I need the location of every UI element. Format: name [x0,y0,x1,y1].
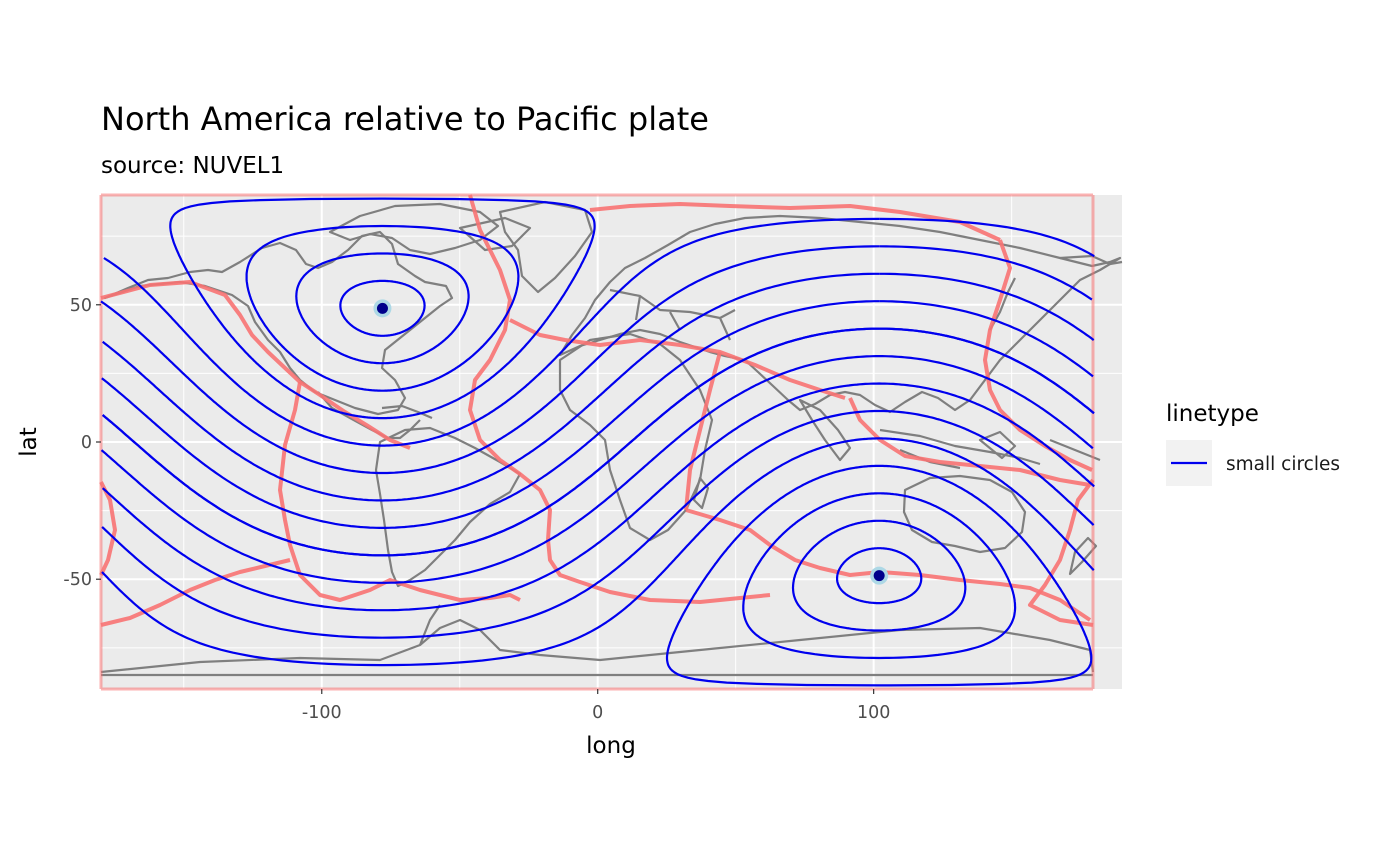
plate-boundary-sunda-trench [848,397,1091,487]
coastline-africa [558,332,714,542]
x-tick-label: -100 [302,703,342,723]
y-tick-label: -50 [63,570,92,590]
coastline-north-america [103,230,454,416]
legend-title: linetype [1166,401,1259,427]
x-axis: -100 0 100 [302,689,890,723]
coastline-cuba [381,404,433,420]
plate-boundary-indian-ocean [685,508,1092,622]
small-circle-line [101,300,880,530]
coastline-madagascar [692,476,710,510]
small-circle-line [835,547,923,605]
small-circle-line [101,571,383,667]
plate-boundary-arctic [589,202,1001,242]
plate-boundary-tonga-kermadec [1028,478,1095,627]
coastline-europe-interior [609,288,736,341]
coastline-eurasia [558,214,1122,414]
y-axis-label: lat [16,427,42,457]
small-circle-line [101,414,383,557]
small-circle-line [879,217,1095,258]
small-circle-line [879,300,1094,378]
legend-entry-label: small circles [1226,454,1340,475]
small-circle-line [382,355,1094,584]
small-circle-line [100,245,880,475]
plate-boundary-eurasia-africa [509,318,846,400]
small-circle-line [103,217,880,447]
antipole-point [873,570,885,582]
y-tick-label: 50 [70,296,92,316]
euler-pole-point [376,302,388,314]
x-axis-label: long [586,733,636,759]
coastline-antarctica [100,618,1095,677]
plate-boundary-south-america-west [278,381,521,602]
coastline-russia-east [1059,254,1123,266]
coastline-south-america [374,426,522,588]
small-circle-line [100,449,383,584]
small-circle-line [742,492,1017,660]
grid-major [101,195,1122,689]
small-circle-line [791,519,967,632]
coastline-india [798,398,852,462]
small-circle-line [665,464,1093,687]
small-circles [100,197,1095,687]
y-axis: 50 0 -50 [63,296,101,590]
plate-boundary-east-pacific-rise [99,481,291,627]
euler-poles [373,299,889,585]
coastline-australia [902,474,1027,554]
small-circle-line [245,224,520,392]
small-circle-line [102,272,880,502]
small-circle-line [295,252,470,365]
legend: linetype small circles [1166,401,1340,486]
chart-title: North America relative to Pacific plate [101,100,709,138]
x-tick-label: 0 [592,703,603,723]
coastline-new-zealand [1068,536,1098,576]
chart-subtitle: source: NUVEL1 [101,153,284,179]
small-circle-line [169,197,596,420]
small-circle-line [879,245,1093,301]
small-circle-line [382,437,1095,667]
small-circle-line [382,382,1095,612]
small-circle-line [339,279,426,337]
coastline-arctic-islands [328,202,532,256]
small-circle-line [101,487,383,612]
coastline-greenland [498,200,594,294]
small-circle-line [382,409,1095,639]
y-tick-label: 0 [81,433,92,453]
small-circle-line [879,272,1095,341]
x-tick-label: 100 [857,703,890,723]
small-circle-line [101,526,383,639]
small-circle-line [382,327,1095,557]
